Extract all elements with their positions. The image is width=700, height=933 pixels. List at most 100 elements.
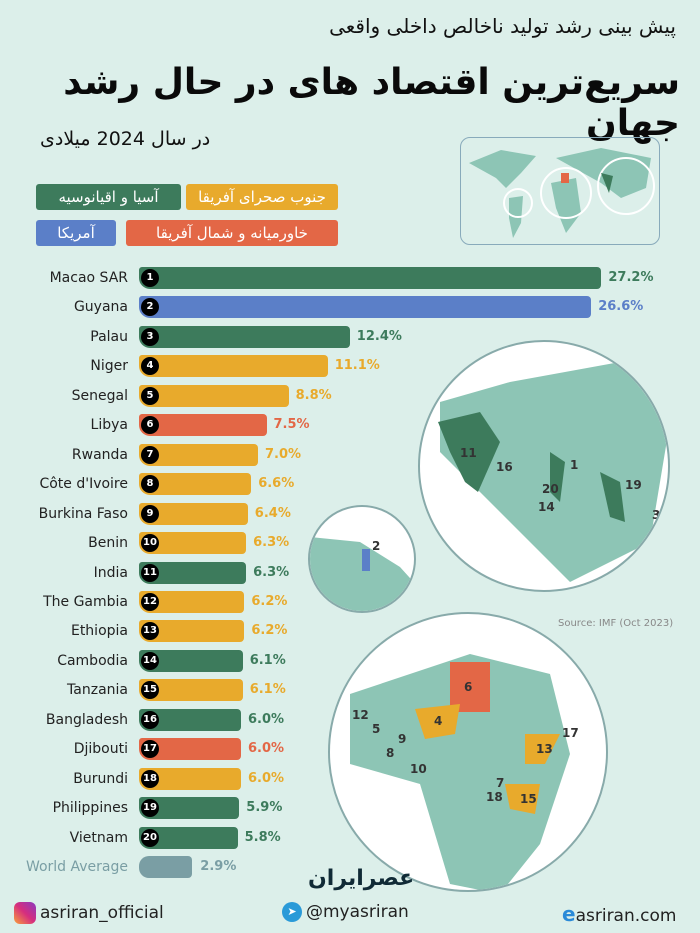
bar [139, 325, 350, 348]
value-label: 6.0% [248, 711, 285, 727]
instagram-handle[interactable]: asriran_official [14, 902, 164, 924]
category-label: Guyana [73, 299, 128, 316]
rank-badge: 14 [141, 651, 159, 670]
bar [139, 414, 267, 437]
africa-label-9: 9 [398, 732, 407, 746]
rank-badge: 4 [141, 357, 159, 376]
page-title: سریع‌ترین اقتصاد های در حال رشد جهان [63, 62, 681, 144]
browser-icon: e [562, 902, 576, 926]
value-label: 6.4% [254, 505, 291, 521]
america-map: 2 [308, 505, 416, 613]
africa-label-5: 5 [372, 722, 381, 736]
rank-badge: 6 [141, 416, 159, 435]
subtitle: پیش بینی رشد تولید ناخالص داخلی واقعی [329, 14, 676, 38]
category-label: World Average [25, 859, 128, 875]
bar [139, 532, 247, 555]
category-label: Tanzania [67, 682, 128, 699]
africa-label-12: 12 [352, 708, 369, 722]
bar [139, 738, 241, 761]
bar [139, 473, 252, 496]
category-label: Libya [90, 417, 128, 434]
category-label: Cambodia [57, 652, 128, 669]
bar [139, 856, 193, 878]
rank-badge: 19 [141, 799, 159, 818]
bar [139, 797, 240, 820]
bar [139, 708, 241, 731]
bar [139, 679, 243, 702]
africa-label-17: 17 [562, 726, 579, 740]
asia-label-14: 14 [538, 500, 555, 514]
value-label: 11.1% [334, 358, 380, 374]
value-label: 5.8% [244, 829, 281, 845]
africa-map: 6 12 5 4 9 8 10 13 17 7 18 15 [328, 612, 608, 892]
bar [139, 384, 289, 407]
rank-badge: 13 [141, 622, 159, 641]
rank-badge: 7 [141, 445, 159, 464]
bar [139, 649, 243, 672]
value-label: 6.2% [251, 593, 288, 609]
africa-label-7: 7 [496, 776, 505, 790]
bar [139, 561, 247, 584]
category-label: Djibouti [73, 741, 128, 758]
category-label: Vietnam [69, 829, 128, 846]
category-label: India [93, 564, 128, 581]
website-link[interactable]: easriran.com [562, 902, 677, 926]
rank-badge: 20 [141, 828, 159, 847]
asia-label-16: 16 [496, 460, 513, 474]
telegram-handle[interactable]: ➤ @myasriran [282, 902, 409, 922]
value-label: 6.3% [253, 535, 290, 551]
value-label: 6.0% [248, 741, 285, 757]
value-label: 8.8% [295, 387, 332, 403]
rank-badge: 8 [141, 475, 159, 494]
category-label: Palau [90, 328, 128, 345]
bar [139, 767, 241, 790]
rank-badge: 18 [141, 769, 159, 788]
rank-badge: 15 [141, 681, 159, 700]
rank-badge: 2 [141, 298, 159, 317]
rank-badge: 17 [141, 740, 159, 759]
value-label: 12.4% [356, 328, 402, 344]
rank-badge: 16 [141, 710, 159, 729]
source-note: Source: IMF (Oct 2023) [558, 618, 674, 629]
instagram-icon [14, 902, 36, 924]
value-label: 6.2% [251, 623, 288, 639]
rank-badge: 10 [141, 534, 159, 553]
value-label: 6.1% [249, 652, 286, 668]
africa-label-10: 10 [410, 762, 427, 776]
year-subtitle: در سال 2024 میلادی [40, 128, 211, 150]
bar [139, 355, 328, 378]
telegram-icon: ➤ [282, 902, 302, 922]
value-label: 26.6% [598, 299, 644, 315]
bar [139, 502, 248, 525]
category-label: Burkina Faso [38, 505, 128, 522]
rank-badge: 11 [141, 563, 159, 582]
category-label: Bangladesh [45, 711, 128, 728]
value-label: 6.0% [248, 770, 285, 786]
africa-label-15: 15 [520, 792, 537, 806]
asia-label-19: 19 [625, 478, 642, 492]
category-label: Burundi [73, 770, 128, 787]
bar [139, 296, 592, 319]
value-label: 5.9% [246, 800, 283, 816]
africa-label-4: 4 [434, 714, 443, 728]
category-label: The Gambia [43, 593, 128, 610]
america-label-2: 2 [372, 539, 381, 553]
rank-badge: 3 [141, 327, 159, 346]
legend-ssa: جنوب صحرای آفریقا [186, 184, 338, 210]
rank-badge: 1 [141, 269, 159, 287]
legend-asia: آسیا و اقیانوسیه [36, 184, 181, 210]
bar [139, 590, 245, 613]
value-label: 7.0% [265, 446, 302, 462]
legend-mena: خاورمیانه و شمال آفریقا [126, 220, 338, 246]
bar [139, 826, 238, 849]
asia-map: 11 16 1 20 14 19 3 [418, 340, 670, 592]
rank-badge: 12 [141, 592, 159, 611]
category-label: Rwanda [71, 446, 128, 463]
category-label: Senegal [71, 387, 128, 404]
africa-label-8: 8 [386, 746, 395, 760]
asia-label-3: 3 [652, 508, 661, 522]
legend-america: آمریکا [36, 220, 116, 246]
world-map [460, 137, 660, 245]
category-label: Ethiopia [70, 623, 128, 640]
bar [139, 443, 258, 466]
